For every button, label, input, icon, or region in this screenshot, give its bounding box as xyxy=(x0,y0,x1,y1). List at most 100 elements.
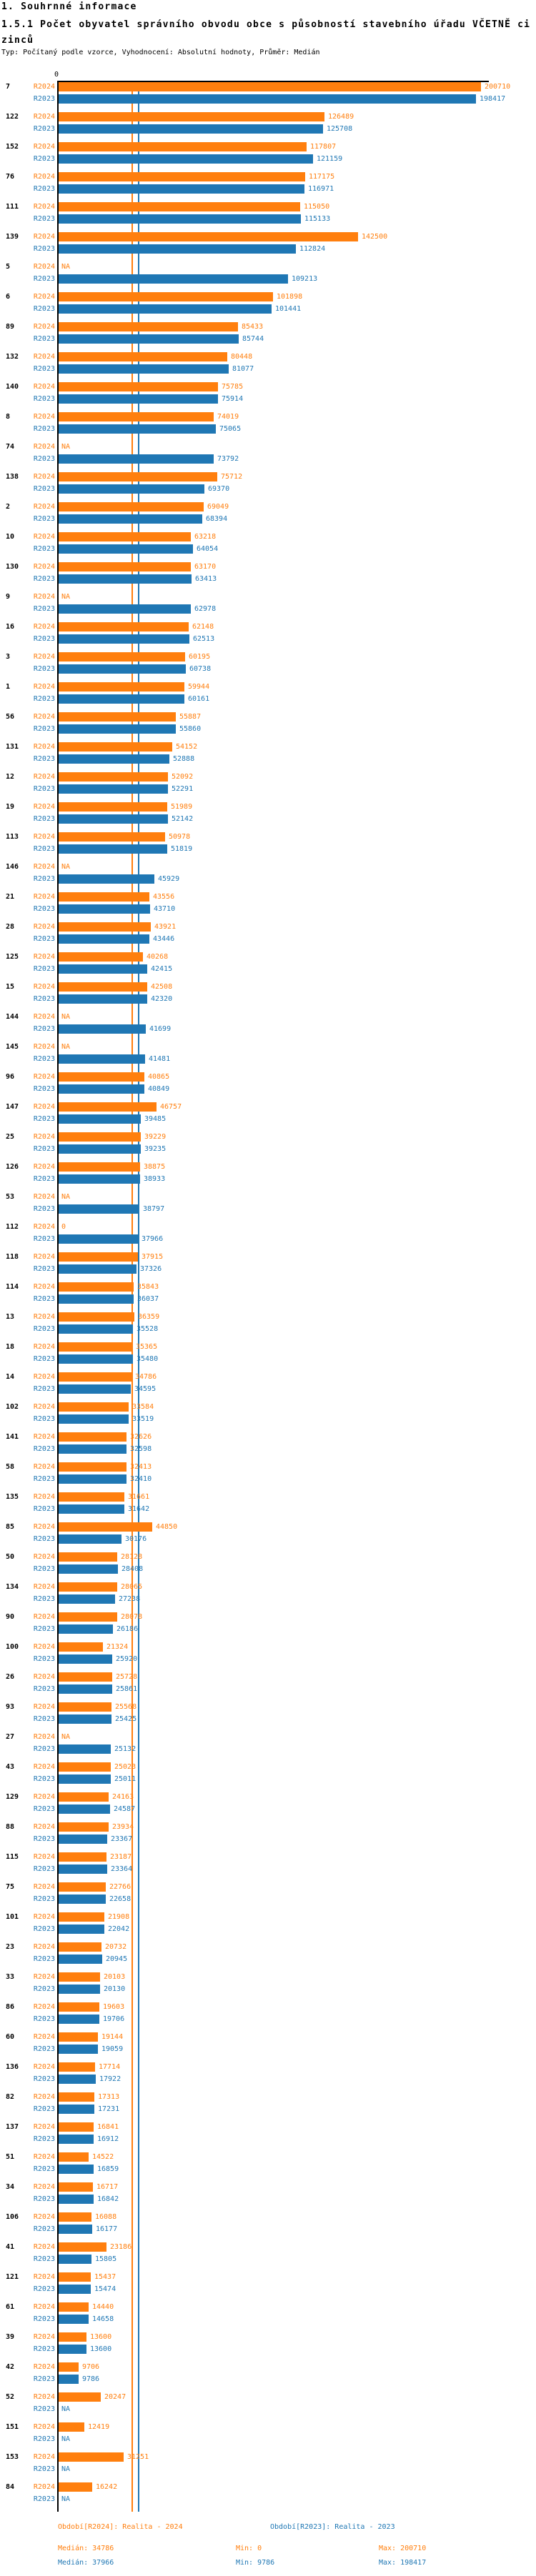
series-label-r2024: R2024 xyxy=(33,623,55,631)
series-label-r2024: R2024 xyxy=(33,1463,55,1471)
value-r2023: NA xyxy=(61,2465,71,2473)
bar-r2023 xyxy=(58,334,239,344)
row-id-label: 121 xyxy=(6,2273,19,2281)
row-id-label: 115 xyxy=(6,1853,19,1861)
value-r2024: 54152 xyxy=(176,743,198,751)
value-r2023: 25920 xyxy=(116,1655,138,1663)
chart-row-19: 19 R2024 51989 R2023 52142 xyxy=(0,802,536,832)
series-label-r2023: R2023 xyxy=(33,2105,55,2113)
row-id-label: 52 xyxy=(6,2393,15,2401)
value-r2024: 43556 xyxy=(153,893,175,901)
value-r2023: 115133 xyxy=(304,215,331,223)
series-label-r2023: R2023 xyxy=(33,2045,55,2053)
series-label-r2024: R2024 xyxy=(33,1733,55,1741)
bar-r2023 xyxy=(58,754,169,764)
chart-row-74: 74 R2024 NA R2023 73792 xyxy=(0,441,536,471)
series-label-r2023: R2023 xyxy=(33,1565,55,1573)
series-label-r2024: R2024 xyxy=(33,1253,55,1261)
series-label-r2024: R2024 xyxy=(33,2303,55,2311)
bar-r2024 xyxy=(58,472,217,481)
series-label-r2023: R2023 xyxy=(33,1535,55,1543)
chart-row-7: 7 R2024 200710 R2023 198417 xyxy=(0,81,536,111)
series-label-r2023: R2023 xyxy=(33,1595,55,1603)
row-id-label: 89 xyxy=(6,323,15,331)
value-r2023: 15474 xyxy=(94,2285,116,2293)
value-r2024: 52092 xyxy=(172,773,194,781)
row-id-label: 102 xyxy=(6,1403,19,1411)
value-r2024: 36359 xyxy=(138,1313,160,1321)
series-label-r2023: R2023 xyxy=(33,1805,55,1813)
bar-r2024 xyxy=(58,1522,152,1532)
row-id-label: 122 xyxy=(6,113,19,121)
bar-r2024 xyxy=(58,1132,141,1142)
chart-row-145: 145 R2024 NA R2023 41481 xyxy=(0,1042,536,1072)
value-r2024: 14522 xyxy=(92,2153,114,2161)
value-r2024: 32626 xyxy=(130,1433,152,1441)
chart-row-86: 86 R2024 19603 R2023 19706 xyxy=(0,2002,536,2032)
series-label-r2024: R2024 xyxy=(33,1883,55,1891)
row-id-label: 53 xyxy=(6,1193,15,1201)
series-label-r2024: R2024 xyxy=(33,2333,55,2341)
series-label-r2023: R2023 xyxy=(33,2345,55,2353)
chart-row-147: 147 R2024 46757 R2023 39485 xyxy=(0,1102,536,1132)
bar-r2023 xyxy=(58,2045,98,2054)
series-label-r2024: R2024 xyxy=(33,533,55,541)
series-label-r2024: R2024 xyxy=(33,1043,55,1051)
value-r2023: 52888 xyxy=(173,755,195,763)
series-label-r2023: R2023 xyxy=(33,2285,55,2293)
value-r2023: 60161 xyxy=(188,695,210,703)
chart-row-42: 42 R2024 9706 R2023 9786 xyxy=(0,2362,536,2392)
bar-r2023 xyxy=(58,2225,92,2234)
value-r2023: 43710 xyxy=(154,905,176,913)
chart-row-25: 25 R2024 39229 R2023 39235 xyxy=(0,1132,536,1162)
bar-r2024 xyxy=(58,1432,126,1442)
chart-row-126: 126 R2024 38875 R2023 38933 xyxy=(0,1162,536,1192)
bar-r2024 xyxy=(58,172,305,181)
series-label-r2023: R2023 xyxy=(33,845,55,853)
value-r2023: 51819 xyxy=(171,845,193,853)
bar-r2024 xyxy=(58,562,191,571)
series-label-r2024: R2024 xyxy=(33,1523,55,1531)
series-label-r2023: R2023 xyxy=(33,2075,55,2083)
value-r2023: 42415 xyxy=(151,965,173,973)
value-r2023: 68394 xyxy=(206,515,228,523)
value-r2024: NA xyxy=(61,1193,71,1201)
chart-row-18: 18 R2024 35365 R2023 35480 xyxy=(0,1342,536,1372)
series-label-r2023: R2023 xyxy=(33,665,55,673)
stat-max-r2024: Max: 200710 xyxy=(379,2545,427,2552)
bar-r2023 xyxy=(58,214,301,224)
bar-r2024 xyxy=(58,2362,79,2372)
chart-row-76: 76 R2024 117175 R2023 116971 xyxy=(0,171,536,201)
median-line-r2023 xyxy=(138,81,139,2512)
chart-row-43: 43 R2024 25023 R2023 25011 xyxy=(0,1762,536,1792)
bar-r2024 xyxy=(58,1612,117,1622)
series-label-r2023: R2023 xyxy=(33,2495,55,2503)
value-r2024: 28128 xyxy=(121,1553,143,1561)
bar-r2023 xyxy=(58,1744,111,1754)
series-label-r2024: R2024 xyxy=(33,653,55,661)
series-label-r2024: R2024 xyxy=(33,2273,55,2281)
series-label-r2023: R2023 xyxy=(33,1925,55,1933)
chart-row-50: 50 R2024 28128 R2023 28408 xyxy=(0,1552,536,1582)
chart-row-138: 138 R2024 75712 R2023 69370 xyxy=(0,471,536,501)
series-label-r2024: R2024 xyxy=(33,1943,55,1951)
bar-r2024 xyxy=(58,2092,94,2102)
bar-r2024 xyxy=(58,1252,138,1262)
value-r2023: 69370 xyxy=(208,485,230,493)
row-id-label: 15 xyxy=(6,983,15,991)
row-id-label: 21 xyxy=(6,893,15,901)
bar-r2023 xyxy=(58,1955,102,1964)
chart-row-125: 125 R2024 40268 R2023 42415 xyxy=(0,952,536,982)
bar-r2024 xyxy=(58,1402,129,1412)
value-r2024: 39229 xyxy=(144,1133,167,1141)
bar-r2024 xyxy=(58,82,481,91)
value-r2023: 35480 xyxy=(137,1355,159,1363)
value-r2023: 62978 xyxy=(194,605,217,613)
stat-min-r2023: Min: 9786 xyxy=(236,2559,275,2567)
value-r2024: 51989 xyxy=(171,803,193,811)
value-r2023: 9786 xyxy=(82,2375,100,2383)
series-label-r2023: R2023 xyxy=(33,2315,55,2323)
value-r2023: 16842 xyxy=(97,2195,119,2203)
bar-r2023 xyxy=(58,274,288,284)
row-id-label: 16 xyxy=(6,623,15,631)
